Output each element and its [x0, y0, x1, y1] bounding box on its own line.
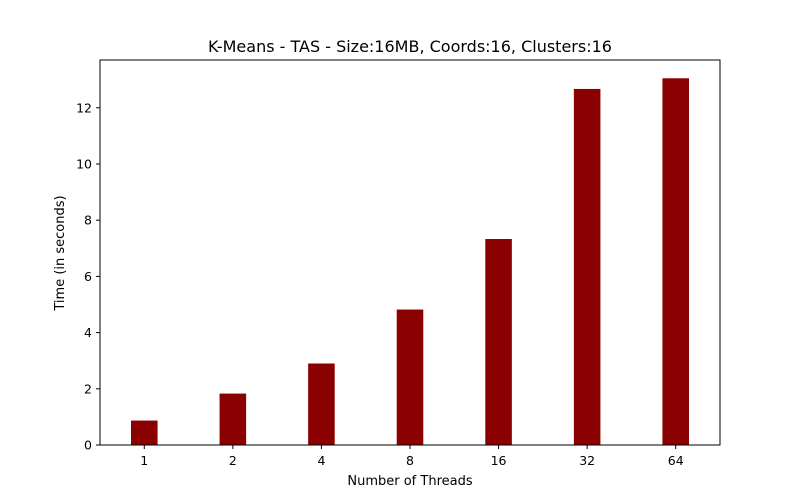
x-tick-label-64: 64: [668, 453, 684, 468]
bar-64: [662, 78, 689, 446]
bar-4: [308, 363, 335, 445]
x-tick-label-8: 8: [406, 453, 414, 468]
chart-title: K-Means - TAS - Size:16MB, Coords:16, Cl…: [208, 37, 612, 56]
bar-8: [396, 309, 424, 445]
y-tick-label-10: 10: [76, 156, 92, 171]
bar-16: [485, 239, 512, 445]
y-tick-label-8: 8: [84, 213, 92, 228]
x-axis-label: Number of Threads: [347, 474, 472, 489]
y-tick-label-12: 12: [76, 100, 92, 115]
bar-1: [131, 420, 158, 445]
y-tick-label-0: 0: [84, 438, 92, 453]
x-tick-label-16: 16: [491, 453, 507, 468]
y-tick-label-4: 4: [84, 325, 92, 340]
bar-2: [219, 393, 247, 445]
x-tick-label-32: 32: [579, 453, 595, 468]
y-axis-label: Time (in seconds): [53, 195, 68, 311]
y-tick-label-6: 6: [84, 269, 92, 284]
y-tick-label-2: 2: [84, 381, 92, 396]
x-tick-label-4: 4: [317, 453, 325, 468]
x-tick-label-2: 2: [229, 453, 237, 468]
x-tick-label-1: 1: [140, 453, 148, 468]
bar-32: [573, 88, 601, 445]
